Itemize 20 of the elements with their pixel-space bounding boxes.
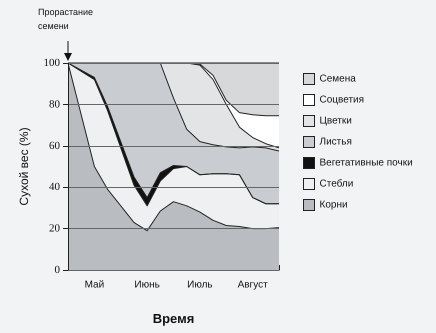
y-tick-label: 100 (44, 57, 60, 69)
x-tick-label: Июнь (134, 280, 160, 290)
x-axis-title: Время (152, 311, 194, 326)
legend-label: Соцветия (320, 94, 364, 106)
legend-label: Корни (320, 200, 348, 210)
y-tick-label: 60 (49, 140, 60, 152)
annotation: Прорастание семени (38, 6, 94, 33)
y-tick-label: 0 (54, 264, 60, 276)
legend-label: Цветки (320, 116, 352, 126)
x-tick-label: Май (84, 280, 104, 290)
y-axis-title: Сухой вес (%) (17, 127, 31, 206)
y-tick-label: 80 (49, 98, 60, 110)
y-tick-label: 40 (49, 181, 60, 194)
legend-label: Стебли (320, 178, 354, 190)
legend-label: Вегетативные почки (320, 158, 413, 168)
y-tick-label: 20 (49, 222, 60, 235)
legend-label: Семена (320, 74, 356, 84)
legend-label: Листья (320, 136, 352, 148)
x-tick-label: Август (238, 280, 268, 290)
x-tick-label: Июль (187, 280, 213, 290)
